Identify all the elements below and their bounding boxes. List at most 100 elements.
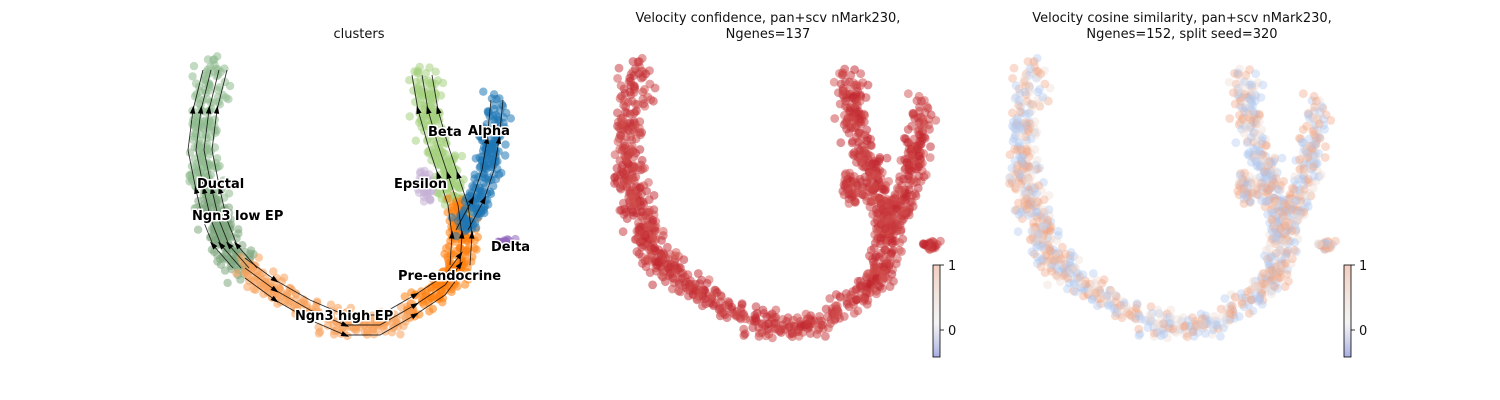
cell-point	[409, 86, 418, 95]
cell-point	[1275, 245, 1285, 255]
cell-point	[1188, 327, 1198, 336]
cell-point	[427, 78, 436, 88]
cell-point	[1011, 120, 1021, 130]
cell-point	[1314, 239, 1324, 249]
cell-point	[216, 67, 225, 77]
cell-point	[856, 156, 866, 166]
cell-point	[1040, 79, 1050, 89]
cell-point	[1049, 245, 1059, 255]
cell-point	[1030, 238, 1040, 247]
cell-point	[1005, 173, 1015, 183]
cell-point	[619, 138, 629, 147]
cell-point	[1052, 265, 1062, 274]
cell-point	[482, 165, 491, 174]
cell-point	[631, 64, 640, 74]
cell-point	[1270, 282, 1280, 291]
streamline	[455, 99, 492, 231]
cell-point	[1267, 181, 1277, 191]
cell-point	[1005, 179, 1014, 188]
cell-point	[1069, 251, 1079, 261]
cell-point	[1165, 313, 1174, 323]
cell-point	[1295, 206, 1305, 216]
cell-point	[926, 142, 935, 152]
cell-point	[1030, 196, 1040, 206]
cell-point	[1106, 298, 1115, 308]
cell-point	[832, 301, 842, 311]
cell-point	[1024, 81, 1034, 90]
cell-point	[630, 235, 640, 244]
cell-point	[1008, 121, 1017, 131]
cell-point	[1027, 226, 1037, 236]
cell-point	[1134, 324, 1144, 334]
cell-point	[1031, 237, 1040, 247]
cell-point	[400, 292, 409, 301]
cell-point	[398, 310, 407, 320]
cluster-label-delta: Delta	[491, 240, 530, 255]
cell-point	[1024, 201, 1034, 211]
streamline-arrow	[213, 105, 220, 114]
cell-point	[613, 74, 622, 83]
cell-point	[838, 68, 848, 78]
streamline-arrow	[218, 185, 224, 195]
cell-point	[1005, 150, 1015, 160]
cell-point	[1146, 302, 1156, 312]
cell-point	[1028, 57, 1038, 67]
cell-point	[431, 67, 440, 76]
cell-point	[1257, 274, 1267, 284]
cell-point	[229, 254, 239, 263]
streamline-arrow	[416, 105, 422, 115]
cell-point	[1009, 63, 1019, 73]
cell-point	[1035, 163, 1044, 173]
streamline-arrow	[205, 105, 212, 114]
cell-point	[823, 312, 832, 322]
cell-point	[1010, 156, 1020, 166]
cell-point	[396, 302, 406, 312]
cell-point	[787, 332, 797, 342]
cell-point	[1026, 234, 1036, 244]
cell-point	[1030, 228, 1040, 238]
cell-point	[913, 141, 923, 150]
cell-point	[1258, 295, 1268, 305]
cell-point	[1013, 168, 1023, 178]
cell-point	[1047, 257, 1056, 267]
cell-point	[1012, 115, 1022, 125]
cell-point	[1053, 250, 1063, 260]
cell-point	[1011, 114, 1021, 123]
cell-point	[1018, 158, 1028, 168]
cell-point	[751, 313, 761, 323]
cell-point	[1310, 130, 1319, 140]
cell-point	[1039, 207, 1049, 217]
cell-point	[1026, 200, 1036, 210]
cell-point	[1009, 134, 1019, 143]
cell-point	[643, 222, 653, 231]
cell-point	[1225, 314, 1235, 324]
cell-point	[497, 100, 507, 109]
cell-point	[1011, 131, 1021, 141]
cell-point	[206, 62, 215, 71]
cell-point	[1028, 191, 1038, 201]
cell-point	[1015, 151, 1024, 161]
cell-point	[616, 81, 626, 90]
cell-point	[1030, 237, 1040, 247]
cell-point	[1032, 201, 1041, 211]
streamline-arrow	[495, 135, 502, 144]
cell-point	[1026, 134, 1036, 144]
cell-point	[872, 181, 882, 191]
cell-point	[1015, 88, 1025, 98]
cell-point	[213, 154, 222, 163]
cell-point	[1036, 211, 1045, 221]
cell-point	[1143, 323, 1153, 333]
cell-point	[840, 110, 849, 120]
cell-point	[1038, 256, 1048, 265]
cell-point	[190, 121, 199, 131]
cell-point	[438, 298, 447, 307]
cell-point	[651, 233, 661, 243]
cell-point	[614, 63, 624, 73]
cell-point	[1298, 125, 1308, 134]
cell-point	[1302, 166, 1311, 176]
cell-point	[1170, 326, 1179, 336]
cell-point	[863, 80, 873, 90]
cell-point	[1014, 176, 1024, 186]
cell-point	[455, 265, 464, 275]
cell-point	[1056, 254, 1066, 264]
